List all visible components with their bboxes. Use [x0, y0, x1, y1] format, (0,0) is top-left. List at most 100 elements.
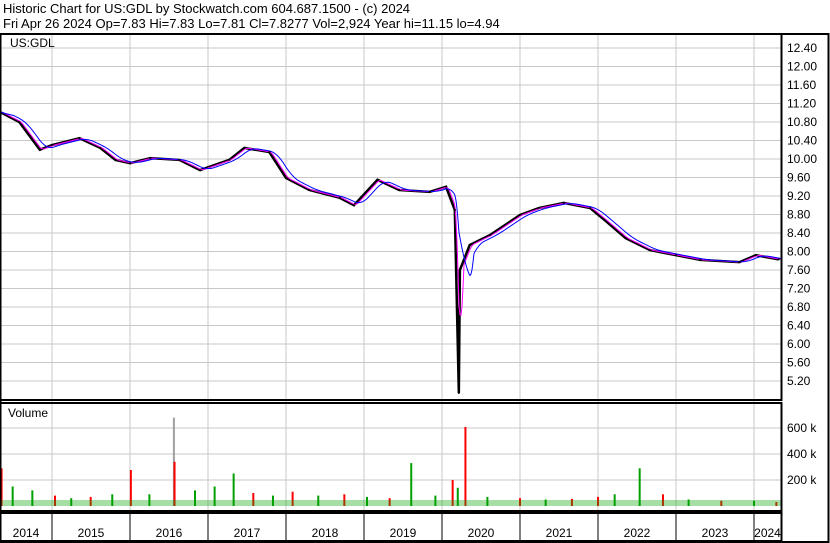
volume-bar [232, 473, 235, 506]
price-point [428, 190, 431, 193]
volume-bar [451, 480, 454, 506]
volume-bar [775, 502, 778, 506]
volume-bar [661, 494, 664, 506]
y-tick-label: 8.00 [787, 245, 811, 259]
price-point [675, 254, 677, 257]
price-point [457, 392, 460, 395]
price-point [699, 258, 702, 261]
volume-bar [343, 494, 346, 506]
x-tick-label: 2021 [546, 526, 573, 540]
volume-bar [89, 496, 92, 506]
price-point [268, 151, 271, 154]
chart-frames [0, 33, 830, 543]
volume-bar [70, 498, 73, 506]
x-tick-label: 2020 [468, 526, 495, 540]
volume-bar [252, 493, 255, 506]
price-point [453, 208, 456, 211]
volume-bar [456, 487, 459, 506]
volume-bar [519, 498, 521, 506]
outer-frame [0, 33, 830, 543]
price-point [624, 237, 627, 240]
y-tick-label: 9.20 [787, 189, 811, 203]
volume-bar [111, 494, 114, 506]
volume-tick-label: 600 k [787, 421, 817, 435]
volume-bar [613, 494, 616, 506]
volume-bar [53, 495, 56, 506]
price-point [489, 233, 492, 236]
volume-bar [597, 496, 599, 506]
volume-bar [410, 463, 413, 506]
volume-bar [753, 500, 755, 506]
volume-bar [638, 468, 641, 506]
volume-bar [129, 469, 132, 506]
volume-panel-frame [0, 402, 783, 512]
x-axis-labels: 2014 2015 2016 2017 2018 2019 2020 2021 2022 2023… [13, 526, 782, 540]
symbol-label: US:GDL [10, 36, 55, 50]
price-point [18, 121, 21, 123]
price-point [114, 158, 117, 161]
volume-bar [213, 486, 216, 506]
y-tick-label: 5.60 [787, 356, 811, 370]
chart-title: Historic Chart for US:GDL by Stockwatch.… [3, 1, 411, 16]
y-tick-label: 6.40 [787, 319, 811, 333]
price-point [468, 244, 471, 247]
volume-bar [720, 500, 723, 506]
volume-bar [194, 490, 196, 506]
x-tick-label: 2018 [312, 526, 339, 540]
long-moving-average [0, 111, 782, 277]
price-point [199, 169, 202, 172]
y-tick-label: 11.20 [787, 97, 816, 111]
price-point [589, 207, 592, 210]
volume-bar [31, 490, 34, 506]
price-point [537, 207, 540, 210]
price-point [338, 196, 341, 199]
y-tick-label: 10.40 [787, 134, 817, 148]
volume-baseline [0, 500, 781, 506]
volume-bar [388, 498, 391, 506]
y-tick-label: 7.60 [787, 263, 811, 277]
price-point [149, 157, 152, 160]
volume-bar [317, 495, 320, 506]
x-tick-label: 2024 [754, 526, 781, 540]
volume-tick-label: 200 k [787, 473, 817, 487]
y-tick-label: 10.00 [787, 152, 817, 166]
price-point [99, 146, 102, 149]
volume-bar [173, 461, 176, 506]
volume-tick-label: 400 k [787, 447, 817, 461]
price-point [458, 269, 461, 271]
volume-bar [434, 495, 437, 506]
volume-bar [464, 426, 467, 506]
price-point [648, 249, 651, 252]
price-point [308, 188, 311, 191]
price-point [228, 158, 231, 161]
short-moving-average [0, 111, 782, 317]
price-point [754, 254, 757, 257]
price-point [78, 137, 81, 140]
quote-summary: Fri Apr 26 2024 Op=7.83 Hi=7.83 Lo=7.81 … [3, 16, 500, 31]
volume-bar [11, 486, 14, 506]
x-tick-label: 2014 [13, 526, 40, 540]
price-point [519, 213, 521, 216]
volume-bar [570, 498, 573, 506]
volume-bar [0, 468, 3, 506]
price-point [129, 162, 131, 165]
price-point [51, 144, 53, 147]
y-tick-label: 12.40 [787, 41, 817, 55]
price-lines [0, 110, 782, 395]
price-point [243, 146, 246, 149]
y-tick-label: 10.80 [787, 115, 817, 129]
price-point [376, 178, 379, 181]
price-point [777, 258, 780, 261]
price-point [38, 148, 41, 151]
volume-bars [0, 417, 781, 506]
y-axis-labels: 12.40 12.00 11.60 11.20 10.80 10.40 10.00 9.60 9… [787, 41, 817, 487]
volume-bar [148, 494, 151, 506]
volume-bar [544, 499, 547, 506]
volume-bar [271, 495, 274, 506]
y-tick-label: 5.20 [787, 374, 811, 388]
volume-bar [687, 499, 690, 506]
y-tick-label: 12.00 [787, 60, 817, 74]
price-point [445, 185, 448, 188]
x-tick-label: 2019 [390, 526, 417, 540]
